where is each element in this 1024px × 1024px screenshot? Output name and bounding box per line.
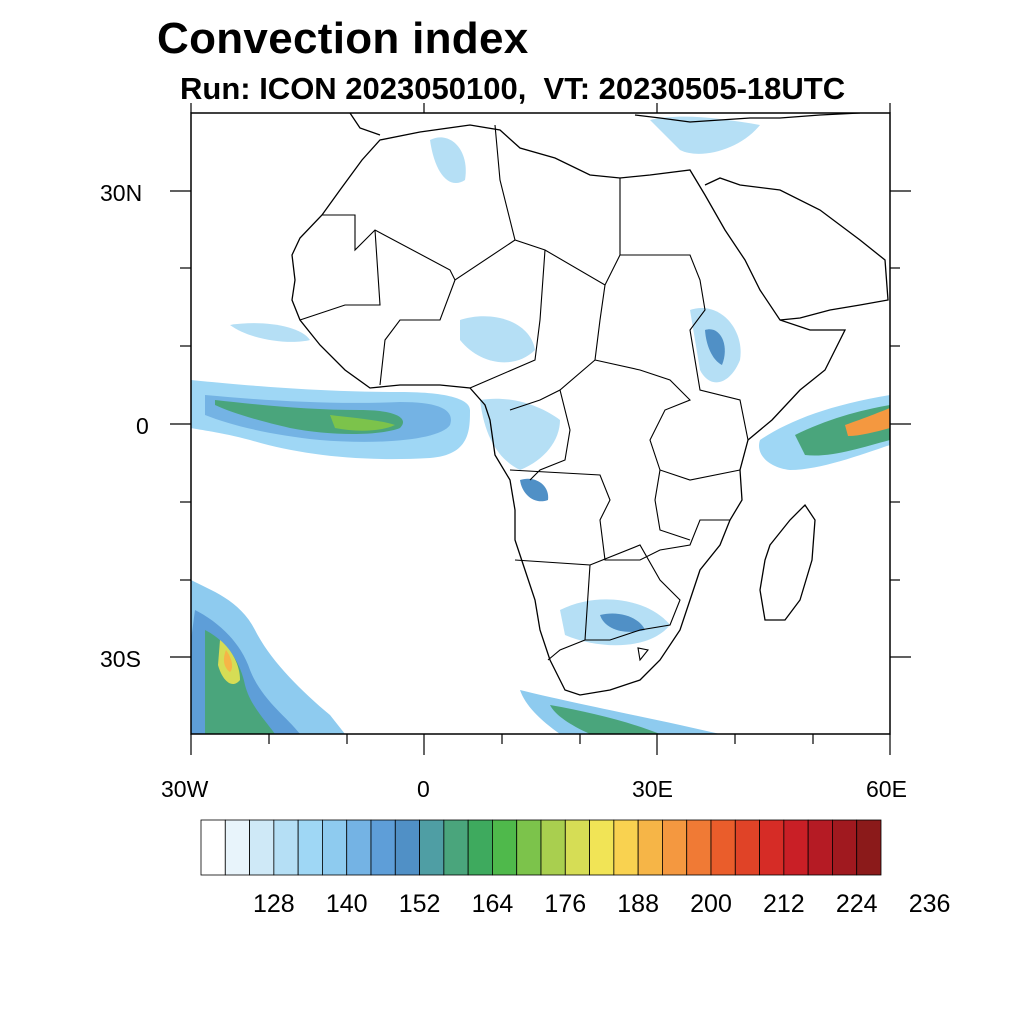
axis-ticks	[170, 103, 911, 755]
colorbar-label: 152	[398, 890, 441, 918]
lat-label-30s: 30S	[100, 646, 141, 672]
convection-field-land	[230, 116, 760, 646]
map-subtitle: Run: ICON 2023050100, VT: 20230505-18UTC	[180, 71, 846, 106]
country-boundaries	[299, 124, 749, 662]
colorbar-swatch	[759, 819, 785, 876]
colorbar-label: 224	[835, 890, 878, 918]
colorbar-swatch	[370, 819, 396, 876]
colorbar	[200, 819, 882, 876]
colorbar-swatch	[443, 819, 469, 876]
lon-label-60e: 60E	[866, 776, 907, 802]
colorbar-label: 128	[252, 890, 295, 918]
lon-label-30w: 30W	[161, 776, 209, 802]
colorbar-swatch	[322, 819, 348, 876]
africa-coastline	[291, 113, 889, 696]
convection-field-land-core	[520, 329, 725, 632]
colorbar-swatch	[613, 819, 639, 876]
colorbar-swatch	[297, 819, 323, 876]
colorbar-swatch	[734, 819, 760, 876]
convection-field-southwest-atlantic	[191, 580, 345, 734]
map-title: Convection index	[157, 14, 529, 63]
colorbar-swatch	[662, 819, 688, 876]
colorbar-swatch	[419, 819, 445, 876]
colorbar-swatch	[856, 819, 882, 876]
colorbar-swatch	[224, 819, 250, 876]
colorbar-swatch	[637, 819, 663, 876]
colorbar-label: 176	[544, 890, 587, 918]
colorbar-label: 236	[908, 890, 951, 918]
colorbar-swatch	[589, 819, 615, 876]
lon-label-30e: 30E	[632, 776, 673, 802]
colorbar-swatch	[783, 819, 809, 876]
convection-field-southern-ocean	[520, 690, 720, 734]
colorbar-swatch	[686, 819, 712, 876]
colorbar-label: 212	[762, 890, 805, 918]
colorbar-swatch	[807, 819, 833, 876]
lon-label-0: 0	[417, 776, 430, 802]
colorbar-swatch	[394, 819, 420, 876]
colorbar-swatch	[540, 819, 566, 876]
colorbar-label: 164	[471, 890, 514, 918]
convection-field-indian-ocean	[759, 395, 890, 470]
colorbar-swatch	[346, 819, 372, 876]
colorbar-swatch	[516, 819, 542, 876]
lat-label-0: 0	[136, 413, 149, 439]
colorbar-label: 140	[325, 890, 368, 918]
colorbar-swatch	[832, 819, 858, 876]
colorbar-label: 188	[617, 890, 659, 918]
colorbar-swatch	[200, 819, 226, 876]
colorbar-label: 200	[690, 890, 732, 918]
colorbar-swatch	[564, 819, 590, 876]
lat-label-30n: 30N	[100, 180, 143, 206]
colorbar-swatch	[710, 819, 736, 876]
colorbar-swatch	[249, 819, 275, 876]
convection-field-equatorial-atlantic	[191, 380, 470, 460]
colorbar-swatch	[273, 819, 299, 876]
colorbar-swatch	[467, 819, 493, 876]
colorbar-swatch	[492, 819, 518, 876]
